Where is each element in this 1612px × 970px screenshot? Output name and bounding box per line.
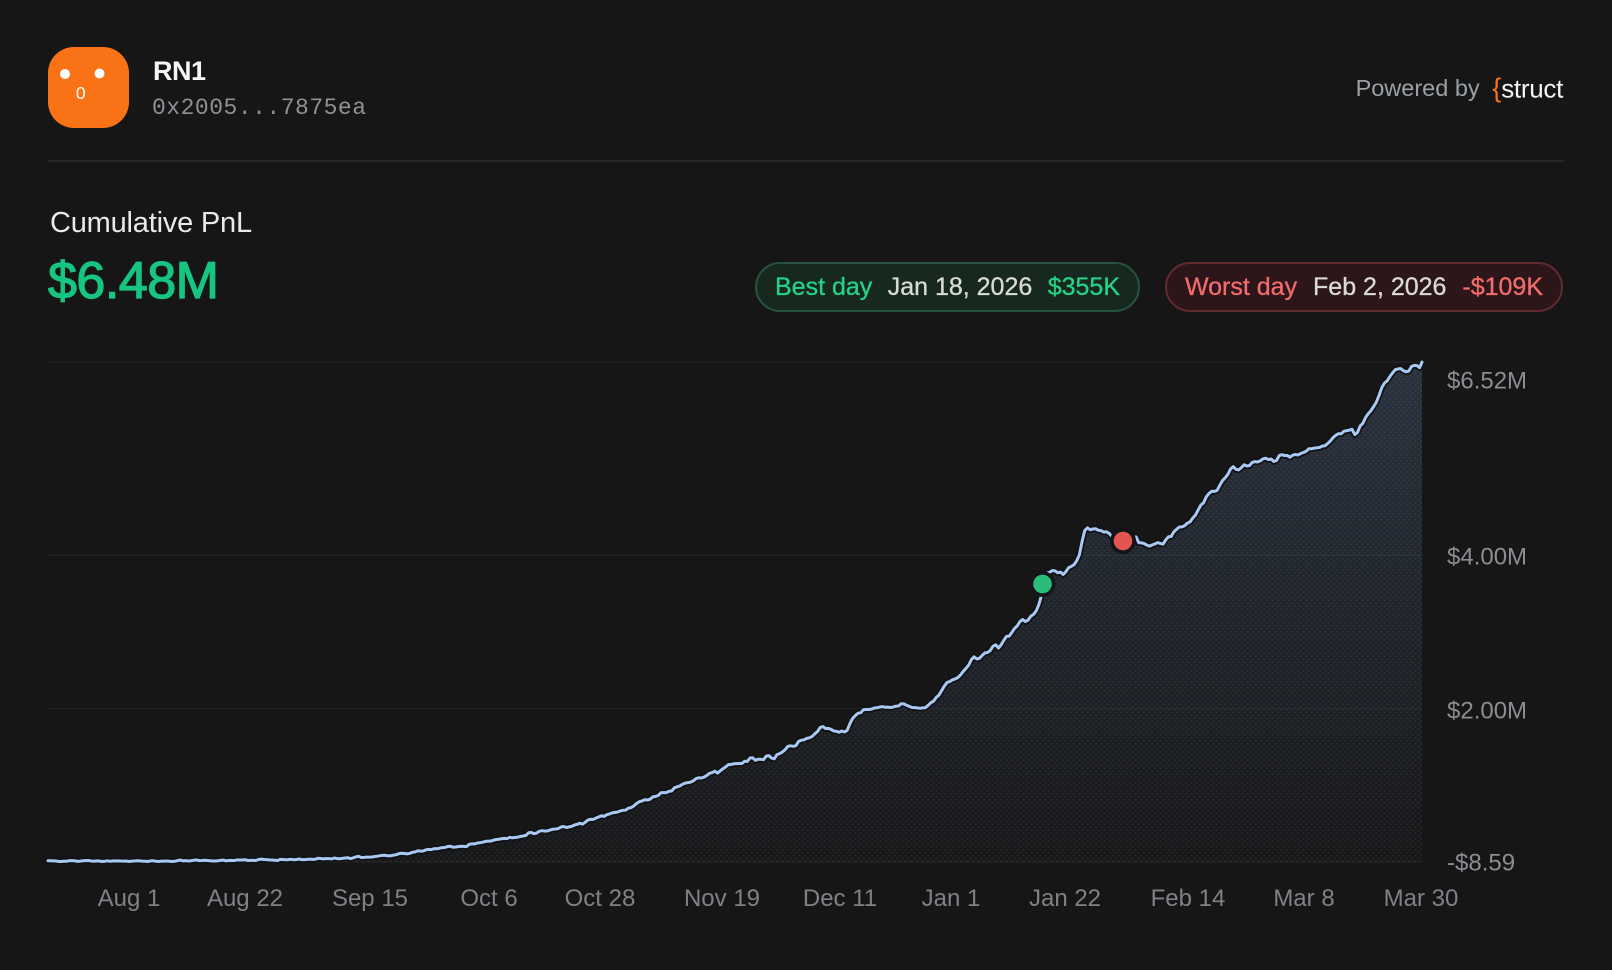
svg-text:-$8.59: -$8.59: [1447, 850, 1515, 877]
svg-text:$6.52M: $6.52M: [1447, 368, 1527, 395]
svg-text:0: 0: [76, 83, 86, 103]
svg-text:Jan 22: Jan 22: [1029, 885, 1101, 912]
svg-text:Oct 6: Oct 6: [460, 885, 517, 912]
svg-text:Aug 22: Aug 22: [207, 885, 283, 912]
svg-text:Oct 28: Oct 28: [565, 885, 636, 912]
svg-text:$4.00M: $4.00M: [1447, 544, 1527, 571]
svg-text:Nov 19: Nov 19: [684, 885, 760, 912]
svg-text:Mar 30: Mar 30: [1384, 885, 1459, 912]
svg-text:Sep 15: Sep 15: [332, 885, 408, 912]
svg-text:Feb 14: Feb 14: [1151, 885, 1226, 912]
svg-text:Jan 1: Jan 1: [922, 885, 981, 912]
svg-text:$2.00M: $2.00M: [1447, 698, 1527, 725]
svg-text:Aug 1: Aug 1: [98, 885, 161, 912]
svg-text:Dec 11: Dec 11: [803, 885, 877, 912]
svg-text:Mar 8: Mar 8: [1273, 885, 1334, 912]
